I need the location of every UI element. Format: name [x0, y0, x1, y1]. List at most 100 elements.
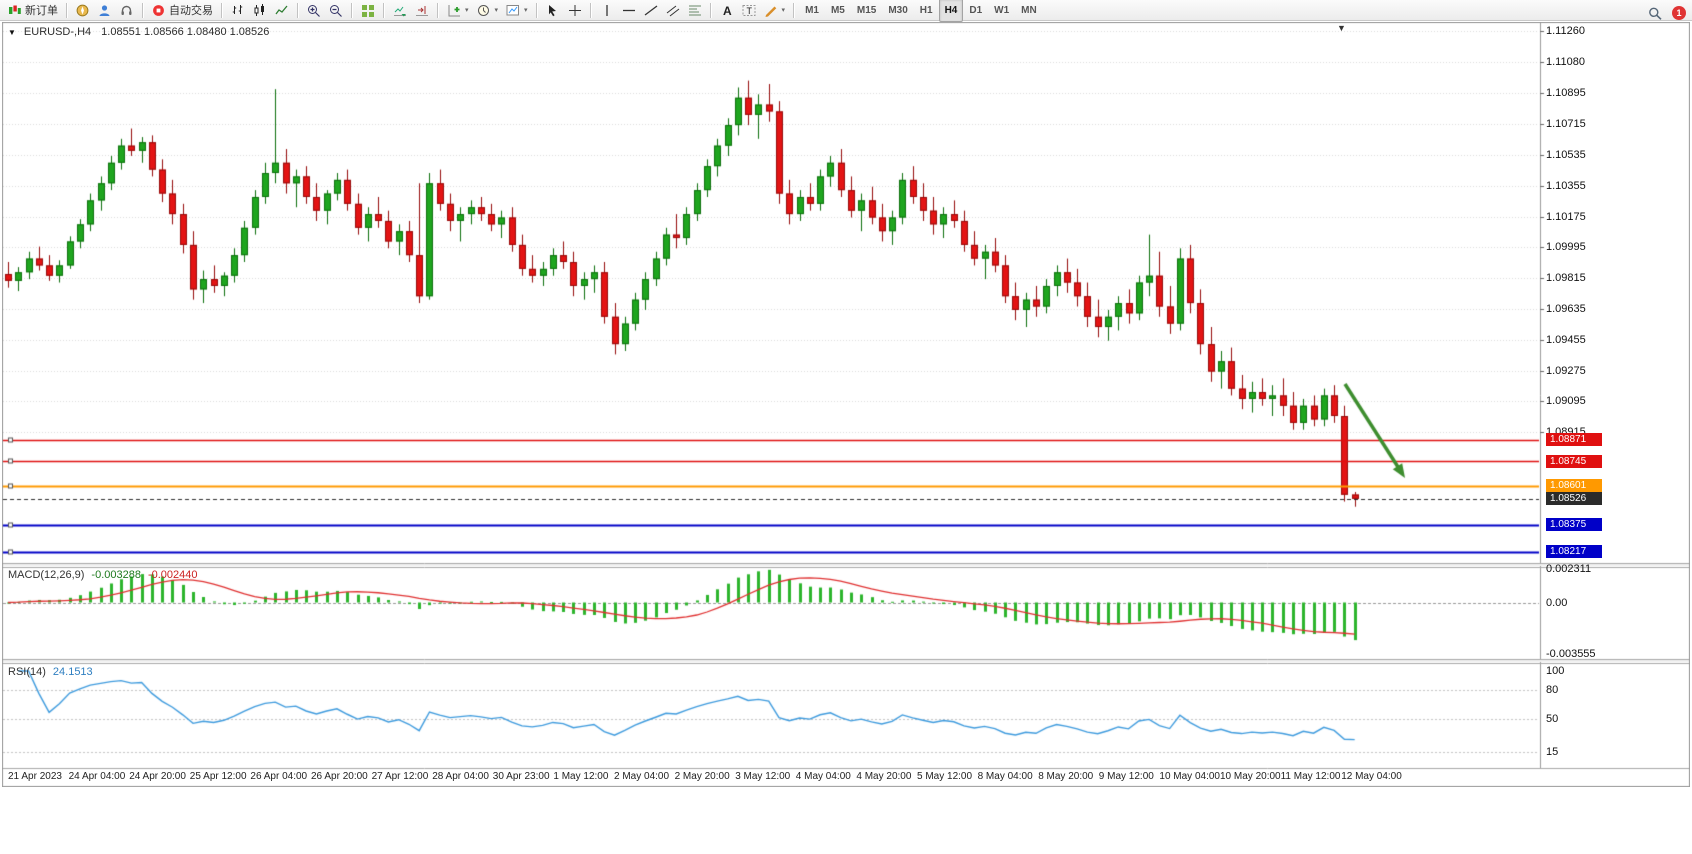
hline-icon [622, 4, 636, 17]
cursor-icon [546, 4, 560, 17]
timeframe-m15-button[interactable]: M15 [851, 0, 882, 22]
arrows-button[interactable]: ▾ [760, 0, 790, 21]
button-label: 自动交易 [169, 5, 213, 17]
toolbar-separator [589, 2, 592, 18]
timeframe-d1-button[interactable]: D1 [963, 0, 988, 22]
templates-button[interactable]: ▾ [502, 0, 532, 21]
button-label: H4 [944, 4, 958, 16]
toolbar: 新订单 自动交易 ▾ ▾ ▾ A T ▾ M1 M5 M15 M30 H1 H4 D1 W1 MN [0, 0, 1692, 22]
price-tick-label: 1.09455 [1546, 333, 1586, 346]
dropdown-arrow-icon: ▾ [465, 7, 469, 14]
toolbar-separator [793, 2, 796, 18]
tile-windows-button[interactable] [357, 0, 379, 21]
chart-title: ▼ EURUSD-,H4 1.08551 1.08566 1.08480 1.0… [8, 26, 269, 38]
collapse-arrow-icon[interactable]: ▼ [8, 27, 16, 37]
clock-icon [477, 4, 491, 17]
price-level-badge: 1.08217 [1546, 545, 1602, 559]
timeframe-h1-button[interactable]: H1 [914, 0, 939, 22]
auto-scroll-button[interactable] [389, 0, 411, 21]
time-axis-label: 26 Apr 04:00 [250, 771, 308, 782]
price-tick-label: 1.09995 [1546, 241, 1586, 254]
price-tick-label: 1.11080 [1546, 55, 1585, 68]
timeframe-m1-button[interactable]: M1 [799, 0, 825, 22]
search-button[interactable] [1644, 2, 1666, 24]
periods-button[interactable]: ▾ [473, 0, 503, 21]
zoomout-icon [329, 4, 343, 17]
toolbar-right: 1 [1644, 2, 1686, 24]
chart-shift-marker-icon: ▼ [1337, 23, 1346, 33]
button-label: D1 [969, 4, 983, 16]
time-axis-label: 12 May 04:00 [1341, 771, 1402, 782]
horizontal-line-button[interactable] [618, 0, 640, 21]
chart-candles-button[interactable] [249, 0, 271, 21]
price-tick-label: 1.10895 [1546, 87, 1586, 100]
timeframe-mn-button[interactable]: MN [1015, 0, 1043, 22]
candles-icon [253, 3, 267, 17]
price-tick-label: 1.09095 [1546, 395, 1586, 408]
crosshair-icon [568, 4, 582, 17]
rsi-axis-label: 50 [1546, 712, 1559, 725]
chart-shift-button[interactable] [411, 0, 433, 21]
price-tick-label: 1.10355 [1546, 179, 1586, 192]
trend-line-button[interactable] [640, 0, 662, 21]
text-button[interactable]: A [716, 0, 738, 21]
price-level-badge: 1.08871 [1546, 433, 1602, 447]
compass-icon [76, 4, 90, 17]
chart-bars-button[interactable] [227, 0, 249, 21]
crosshair-button[interactable] [564, 0, 586, 21]
timeframe-m30-button[interactable]: M30 [882, 0, 913, 22]
price-tick-label: 1.10175 [1546, 210, 1586, 223]
time-axis-label: 1 May 12:00 [553, 771, 609, 782]
fibonacci-button[interactable] [684, 0, 706, 21]
cursor-button[interactable] [542, 0, 564, 21]
button-label: MN [1021, 4, 1037, 16]
user-profile-button[interactable] [94, 0, 116, 21]
text-label-button[interactable]: T [738, 0, 760, 21]
macd-signal-value: -0.002440 [147, 569, 198, 581]
auto-trading-button[interactable]: 自动交易 [148, 0, 217, 21]
vertical-line-button[interactable] [596, 0, 618, 21]
svg-text:A: A [723, 4, 732, 17]
price-level-badge: 1.08375 [1546, 518, 1602, 532]
autoscroll-icon [393, 4, 407, 17]
macd-main-value: -0.003288 [91, 569, 141, 581]
chart-symbol-timeframe: EURUSD-,H4 [23, 26, 92, 38]
mql5-community-button[interactable] [72, 0, 94, 21]
time-axis-label: 3 May 12:00 [735, 771, 791, 782]
rsi-axis-label: 100 [1546, 665, 1565, 677]
time-axis-label: 25 Apr 12:00 [189, 771, 247, 782]
time-axis-label: 27 Apr 12:00 [371, 771, 429, 782]
svg-text:T: T [746, 6, 752, 16]
chart-line-button[interactable] [271, 0, 293, 21]
indicators-list-button[interactable]: ▾ [443, 0, 473, 21]
timeframe-h4-button[interactable]: H4 [938, 0, 964, 22]
chart-canvas[interactable] [2, 22, 1690, 787]
time-axis-label: 10 May 04:00 [1159, 771, 1220, 782]
rsi-axis-label: 15 [1546, 745, 1559, 758]
time-axis-label: 26 Apr 20:00 [311, 771, 368, 782]
price-tick-label: 1.11260 [1546, 25, 1585, 37]
profile-icon [98, 4, 112, 17]
label-icon: T [742, 4, 756, 17]
time-axis-label: 11 May 12:00 [1280, 771, 1341, 782]
button-label: 新订单 [25, 5, 58, 17]
vline-icon [600, 4, 614, 17]
zoomin-icon [307, 4, 321, 17]
timeframe-m5-button[interactable]: M5 [825, 0, 851, 22]
time-axis-label: 8 May 20:00 [1038, 771, 1094, 782]
button-label: M1 [805, 4, 819, 16]
timeframe-w1-button[interactable]: W1 [988, 0, 1015, 22]
toolbar-separator [437, 2, 439, 18]
rsi-indicator-name: RSI(14) [8, 666, 46, 678]
macd-axis-label: 0.00 [1546, 596, 1568, 609]
notification-badge[interactable]: 1 [1672, 6, 1686, 20]
time-axis-label: 2 May 04:00 [614, 771, 670, 782]
support-chat-button[interactable] [116, 0, 138, 21]
new-order-button[interactable]: 新订单 [4, 0, 62, 21]
time-axis-label: 24 Apr 20:00 [129, 771, 186, 782]
zoom-in-button[interactable] [303, 0, 325, 21]
equidistant-channel-button[interactable] [662, 0, 684, 21]
linechart-icon [275, 4, 289, 17]
zoom-out-button[interactable] [325, 0, 347, 21]
price-tick-label: 1.09635 [1546, 303, 1586, 316]
